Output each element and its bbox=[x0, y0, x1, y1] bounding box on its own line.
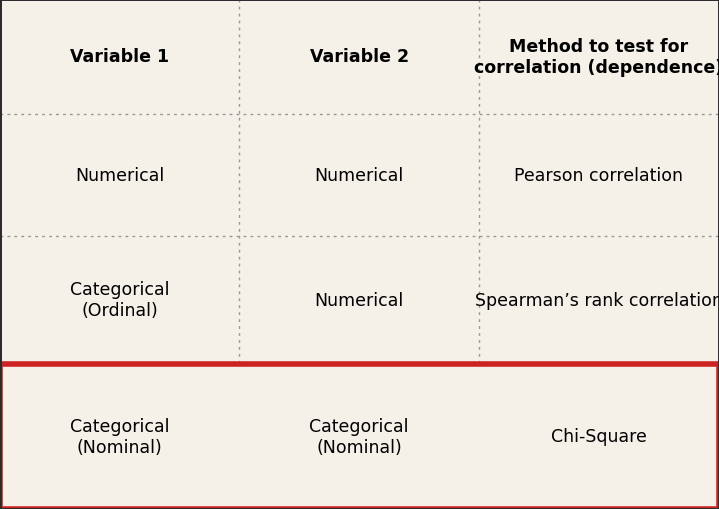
Text: Variable 1: Variable 1 bbox=[70, 48, 169, 66]
Text: Categorical
(Nominal): Categorical (Nominal) bbox=[70, 417, 170, 456]
Text: Categorical
(Nominal): Categorical (Nominal) bbox=[309, 417, 409, 456]
Text: Numerical: Numerical bbox=[314, 166, 404, 185]
Text: Numerical: Numerical bbox=[314, 291, 404, 309]
Text: Chi-Square: Chi-Square bbox=[551, 428, 647, 445]
Text: Spearman’s rank correlation: Spearman’s rank correlation bbox=[475, 291, 719, 309]
Text: Categorical
(Ordinal): Categorical (Ordinal) bbox=[70, 281, 170, 320]
Text: Pearson correlation: Pearson correlation bbox=[514, 166, 684, 185]
Bar bbox=[0, 364, 719, 509]
Text: Method to test for
correlation (dependence): Method to test for correlation (dependen… bbox=[475, 38, 719, 77]
Text: Variable 2: Variable 2 bbox=[310, 48, 408, 66]
Text: Numerical: Numerical bbox=[75, 166, 165, 185]
